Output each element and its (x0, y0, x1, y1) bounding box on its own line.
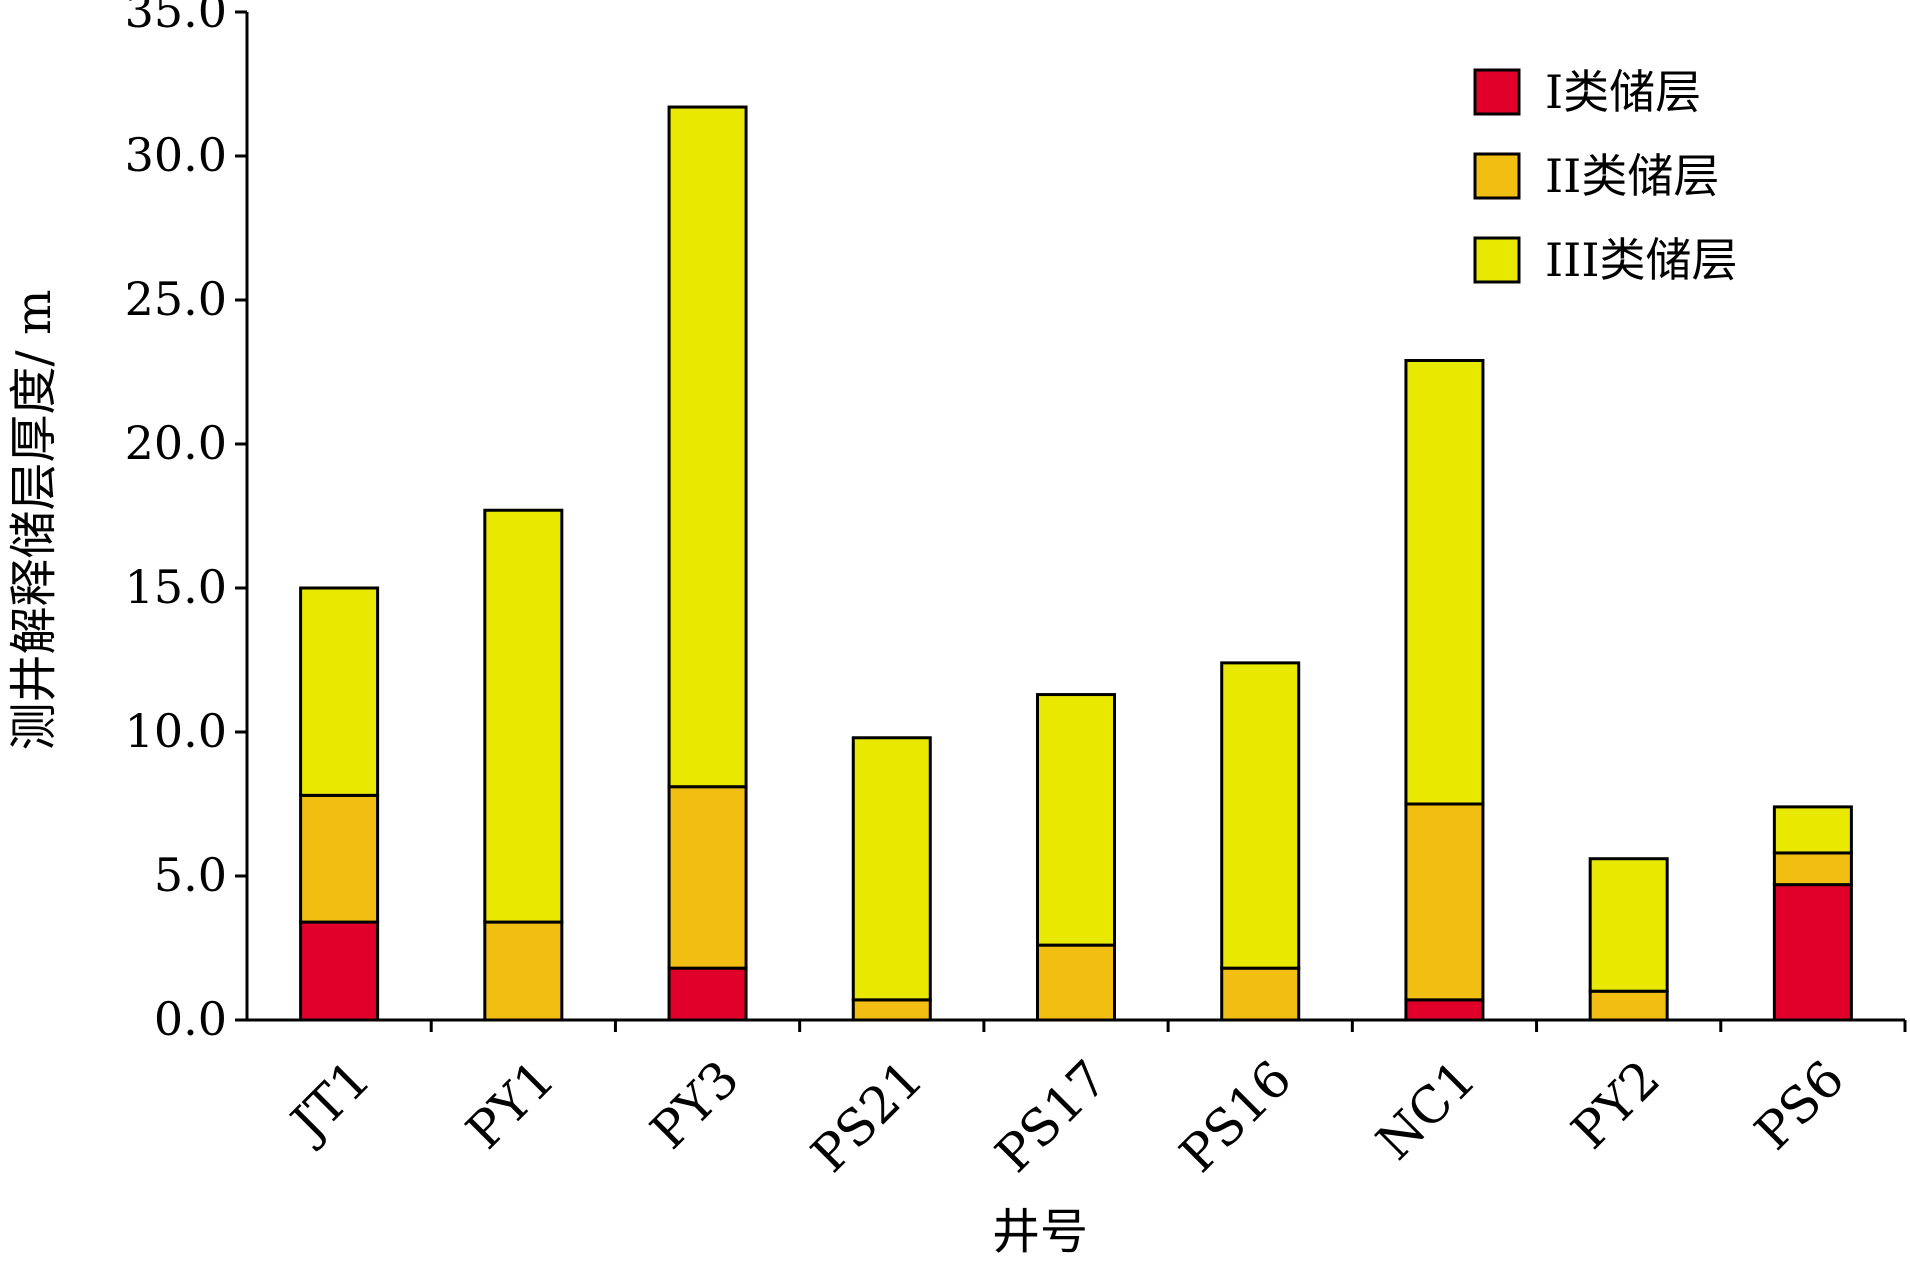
bar-segment-py3-series-3 (667, 105, 748, 789)
bar-segment-ps6-series-1 (1772, 883, 1853, 1022)
bar-segment-nc1-series-2 (1404, 802, 1485, 1002)
bar-segment-ps16-series-2 (1220, 966, 1301, 1022)
bar-segment-ps17-series-3 (1036, 693, 1116, 947)
bar-segment-py3-series-2 (667, 785, 748, 970)
x-tick-label: PS21 (800, 1049, 934, 1183)
bar-segment-py3-series-1 (667, 966, 748, 1022)
bars-group (299, 105, 1853, 1022)
bar-segment-ps16-series-3 (1220, 661, 1301, 970)
y-tick-label: 5.0 (154, 848, 227, 902)
legend-label-2: II类储层 (1545, 149, 1719, 203)
x-tick-label: JT1 (277, 1049, 382, 1154)
legend: I类储层 II类储层 III类储层 (1473, 65, 1738, 287)
x-tick-label: PY2 (1561, 1049, 1672, 1160)
y-tick-label: 15.0 (125, 560, 227, 614)
x-tick-label: NC1 (1365, 1049, 1487, 1171)
legend-swatch-2 (1473, 152, 1521, 200)
legend-label-3: III类储层 (1545, 233, 1738, 287)
bar-segment-ps6-series-2 (1772, 851, 1853, 887)
y-tick-label: 35.0 (125, 0, 227, 38)
bar-segment-jt1-series-1 (299, 920, 380, 1022)
bar-segment-nc1-series-3 (1404, 358, 1485, 806)
legend-label-1: I类储层 (1545, 65, 1701, 119)
bar-segment-jt1-series-2 (299, 793, 380, 924)
bar-segment-ps21-series-2 (851, 998, 932, 1022)
y-tick-label: 25.0 (125, 272, 227, 326)
bar-segment-py1-series-2 (483, 920, 564, 1022)
x-tick-label: PS16 (1169, 1049, 1303, 1183)
bar-segment-py2-series-2 (1588, 989, 1669, 1022)
bar-segment-py2-series-3 (1588, 857, 1669, 993)
bar-segment-ps21-series-3 (851, 736, 932, 1002)
y-tick-label: 0.0 (154, 992, 227, 1046)
legend-swatch-3 (1473, 236, 1521, 284)
bar-segment-ps6-series-3 (1772, 805, 1853, 855)
x-axis-title: 井号 (992, 1204, 1088, 1260)
bar-segment-ps17-series-2 (1036, 943, 1116, 1022)
y-tick-label: 10.0 (125, 704, 227, 758)
bar-segment-py1-series-3 (483, 508, 564, 924)
x-tick-label: PS17 (984, 1049, 1118, 1183)
bar-segment-nc1-series-1 (1404, 998, 1485, 1022)
x-tick-label: PS6 (1744, 1049, 1856, 1161)
bar-segment-jt1-series-3 (299, 586, 380, 797)
x-tick-label: PY1 (455, 1049, 566, 1160)
x-tick-label: PY3 (639, 1049, 750, 1160)
y-axis-title: 测井解释储层厚度/ m (6, 290, 62, 751)
y-tick-label: 20.0 (125, 416, 227, 470)
y-tick-label: 30.0 (125, 128, 227, 182)
legend-swatch-1 (1473, 68, 1521, 116)
